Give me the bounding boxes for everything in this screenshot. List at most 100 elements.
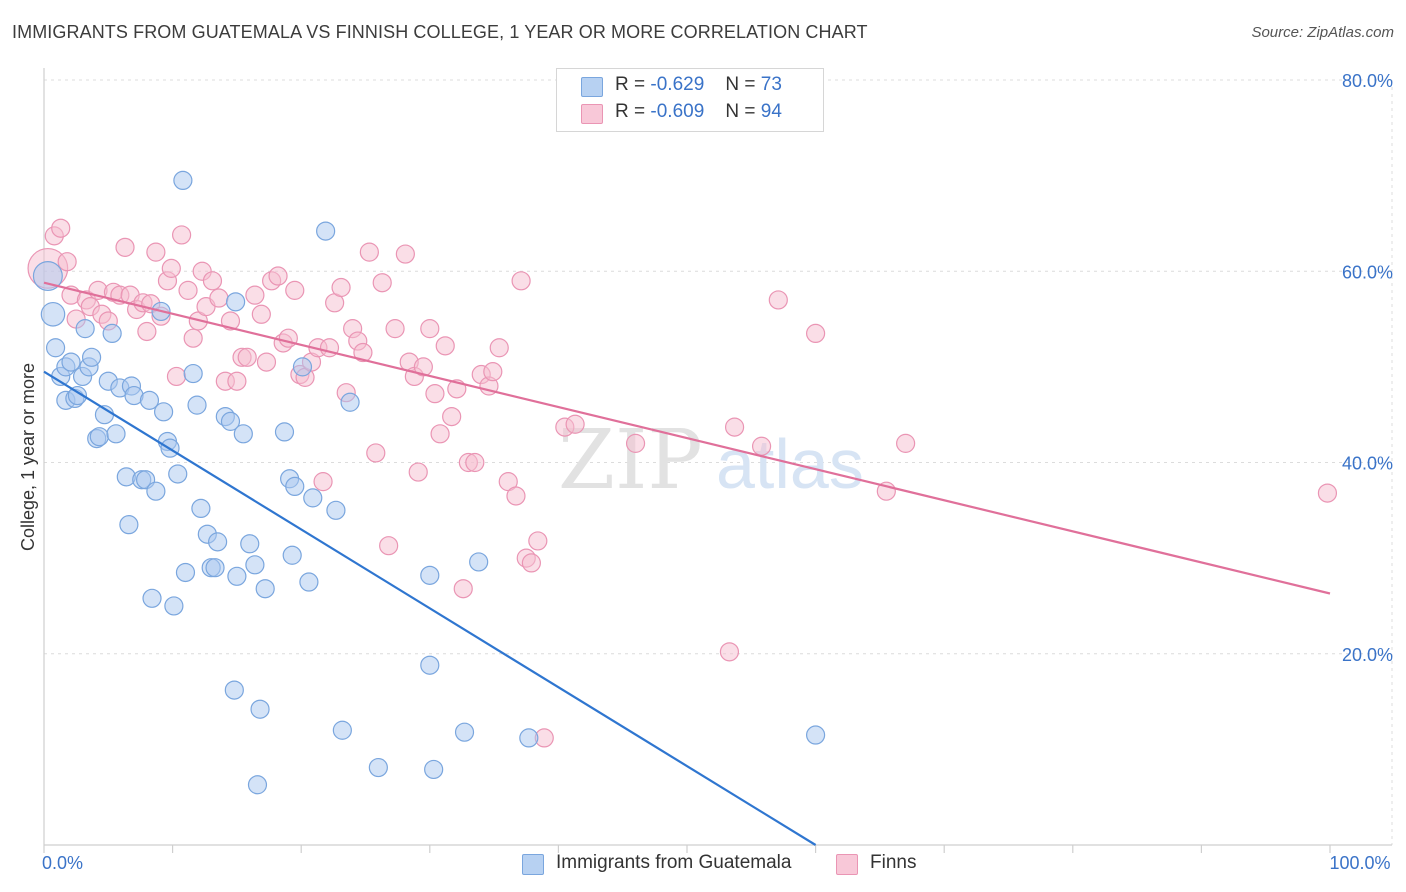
- finns-point: [506, 486, 526, 506]
- guatemala-point: [292, 357, 313, 377]
- guatemala-point: [205, 558, 225, 578]
- guatemala-point: [424, 759, 444, 780]
- finns-point: [137, 321, 157, 342]
- trendline-guatemala: [43, 370, 817, 846]
- finns-point: [489, 338, 509, 358]
- finns-swatch: [581, 104, 603, 124]
- finns-point: [465, 452, 485, 473]
- guatemala-point: [454, 722, 475, 742]
- finns-point: [57, 252, 77, 272]
- guatemala-point: [282, 545, 302, 565]
- guatemala-point: [106, 424, 126, 444]
- finns-point: [146, 242, 166, 262]
- finns-point: [420, 319, 440, 339]
- guatemala-point: [274, 422, 295, 442]
- axis-layer: [43, 68, 1392, 853]
- guatemala-point: [187, 395, 207, 415]
- finns-point: [413, 357, 433, 377]
- finns-point: [483, 362, 503, 382]
- guatemala-point: [139, 390, 160, 410]
- finns-point: [166, 366, 187, 387]
- guatemala-point: [285, 476, 305, 497]
- finns-point: [430, 424, 450, 444]
- legend-label-guatemala: Immigrants from Guatemala: [556, 852, 792, 873]
- finns-point: [237, 347, 257, 367]
- finns-point: [385, 319, 405, 339]
- guatemala-point: [332, 720, 352, 740]
- trendline-finns: [43, 281, 1331, 595]
- r-label: R =: [615, 101, 646, 122]
- finns-point: [719, 642, 740, 662]
- finns-point: [51, 218, 71, 238]
- guatemala-point: [191, 498, 211, 518]
- guatemala-point: [519, 728, 539, 748]
- guatemala-point: [32, 261, 63, 292]
- guatemala-point: [299, 572, 319, 592]
- finns-point: [202, 271, 223, 291]
- guatemala-point: [81, 347, 102, 367]
- finns-point: [209, 288, 229, 308]
- finns-point: [251, 304, 271, 324]
- guatemala-point: [255, 579, 275, 599]
- finns-point: [353, 342, 373, 363]
- guatemala-point: [119, 515, 139, 535]
- finns-point: [435, 336, 455, 356]
- finns-point: [256, 352, 277, 372]
- finns-point: [245, 285, 265, 305]
- finns-point: [366, 443, 386, 463]
- finns-point: [331, 277, 351, 298]
- guatemala-point: [168, 464, 188, 484]
- finns-point: [227, 371, 247, 391]
- guatemala-point: [240, 534, 260, 554]
- guatemala-point: [146, 481, 166, 501]
- source-label: Source: ZipAtlas.com: [1251, 24, 1394, 41]
- finns-point: [172, 225, 192, 245]
- guatemala-point: [89, 427, 109, 447]
- n-value: 94: [760, 101, 782, 122]
- r-value: -0.609: [650, 101, 705, 122]
- finns-point: [805, 323, 826, 344]
- finns-point: [425, 384, 445, 404]
- guatemala-point: [316, 221, 336, 241]
- finns-point: [183, 328, 203, 348]
- finns-point: [768, 290, 788, 310]
- x-tick-label: 100.0%: [1329, 853, 1390, 873]
- guatemala-point: [102, 323, 122, 344]
- finns-point: [220, 311, 241, 331]
- guatemala-point: [173, 170, 193, 191]
- finns-point: [1317, 483, 1338, 503]
- finns-point: [453, 579, 473, 599]
- series-guatemala-points: [32, 170, 826, 795]
- finns-point: [528, 531, 548, 551]
- finns-point: [442, 407, 462, 427]
- guatemala-point: [250, 699, 270, 719]
- finns-point: [359, 242, 379, 262]
- chart-title: IMMIGRANTS FROM GUATEMALA VS FINNISH COL…: [12, 22, 868, 42]
- guatemala-point: [164, 596, 184, 616]
- finns-point: [268, 266, 288, 286]
- finns-point: [625, 433, 646, 453]
- guatemala-point: [247, 775, 268, 795]
- guatemala-swatch: [581, 77, 603, 97]
- n-label: N =: [725, 101, 756, 122]
- finns-point: [724, 417, 745, 437]
- finns-point: [285, 280, 305, 300]
- finns-point: [115, 237, 135, 257]
- trendlines: [43, 281, 1331, 846]
- guatemala-point: [175, 562, 196, 583]
- finns-point: [511, 271, 531, 291]
- guatemala-point: [340, 392, 360, 412]
- y-tick-label: 20.0%: [1342, 645, 1393, 665]
- y-axis-label: College, 1 year or more: [18, 363, 38, 551]
- legend-label-finns: Finns: [870, 852, 917, 873]
- finns-point: [379, 536, 399, 556]
- guatemala-point: [245, 555, 265, 575]
- watermark: ZIP atlas: [558, 413, 864, 508]
- guatemala-point: [227, 566, 247, 586]
- guatemala-point: [303, 488, 323, 508]
- guatemala-point: [469, 552, 489, 572]
- finns-point: [278, 328, 298, 348]
- guatemala-point: [420, 565, 440, 585]
- guatemala-point: [208, 532, 228, 552]
